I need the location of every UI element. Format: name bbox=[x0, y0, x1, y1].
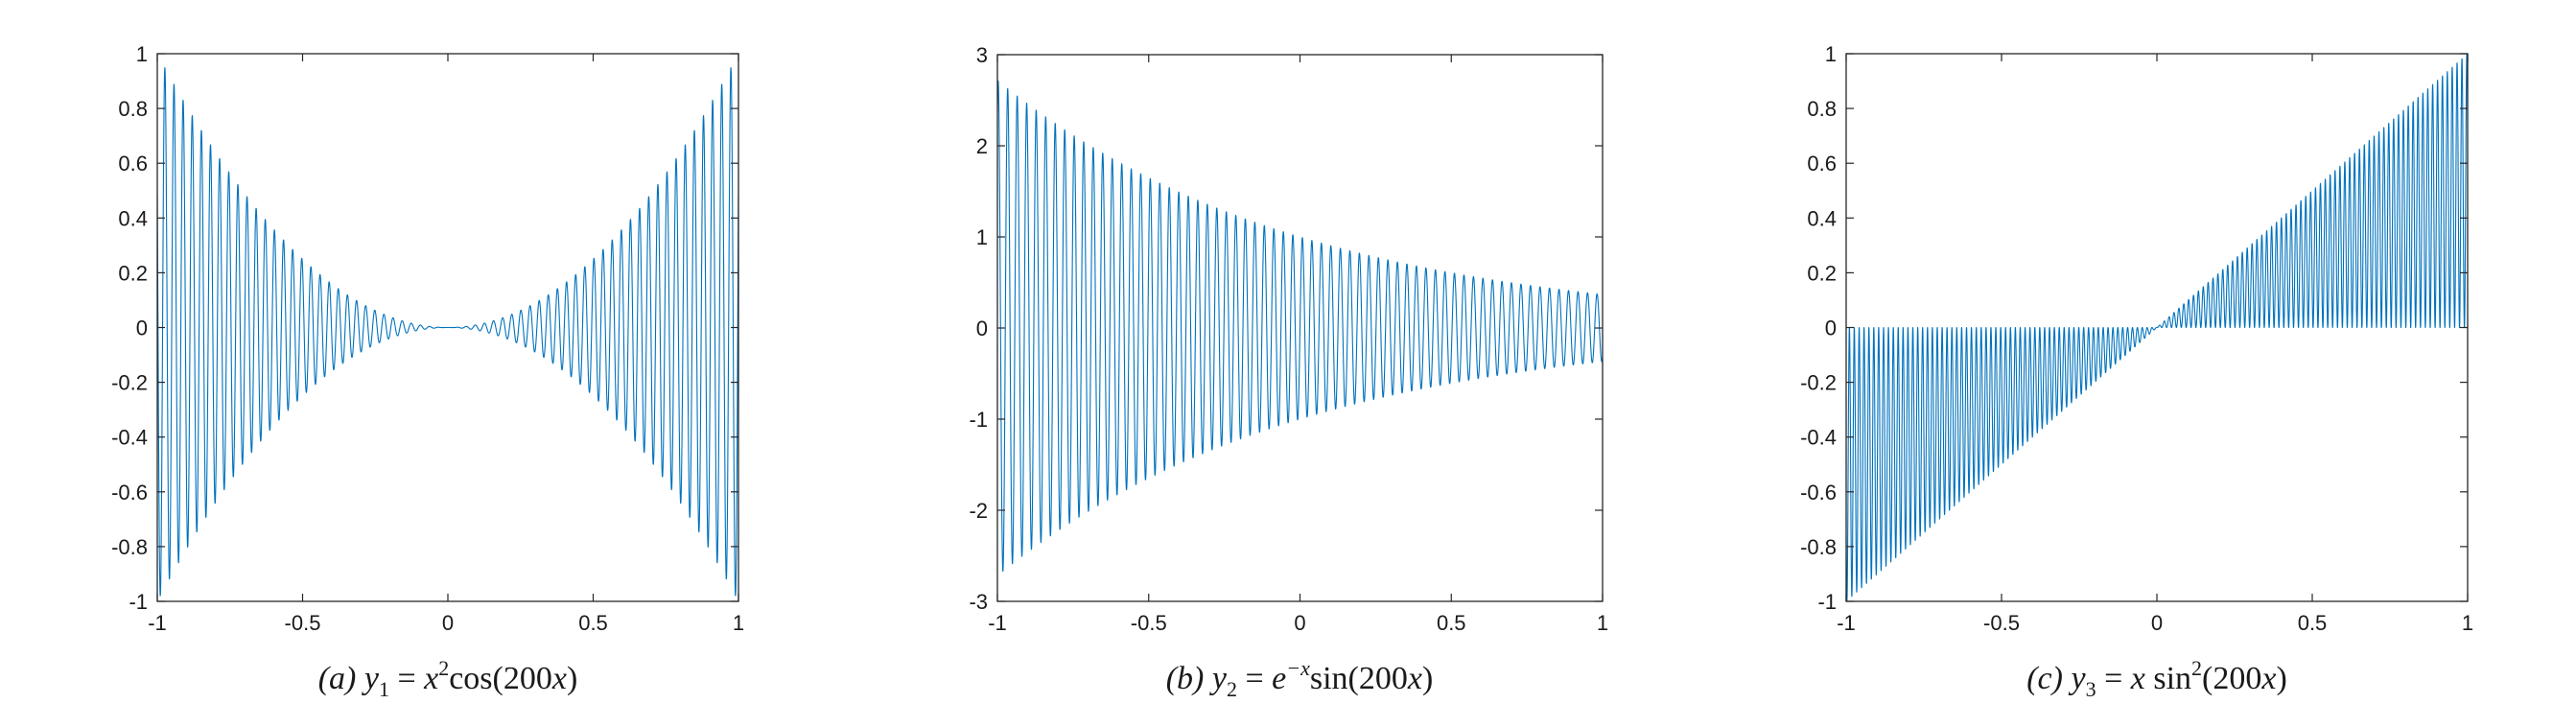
y-tick-label: -1 bbox=[129, 590, 148, 614]
y-tick-label: 0.8 bbox=[1807, 97, 1837, 121]
x-tick-label: 0.5 bbox=[578, 611, 608, 635]
series-line bbox=[1845, 54, 2469, 601]
x-tick-label: -1 bbox=[148, 611, 167, 635]
y-tick-label: -0.2 bbox=[111, 371, 148, 395]
y-tick-label: 0.4 bbox=[118, 206, 148, 230]
y-tick-label: 0 bbox=[136, 317, 148, 340]
x-tick-label: 1 bbox=[733, 611, 744, 635]
x-tick-label: 0 bbox=[1294, 611, 1305, 635]
x-tick-label: -1 bbox=[1837, 611, 1856, 635]
x-tick-label: 1 bbox=[2462, 611, 2473, 635]
y-tick-label: -2 bbox=[969, 499, 988, 523]
y-tick-label: 0.8 bbox=[118, 97, 148, 121]
y-tick-label: 1 bbox=[976, 225, 988, 249]
y-tick-label: 0.6 bbox=[1807, 152, 1837, 176]
x-tick-label: -0.5 bbox=[1983, 611, 2020, 635]
y-tick-label: 0.4 bbox=[1807, 206, 1837, 230]
y-tick-label: 3 bbox=[976, 43, 988, 67]
y-tick-label: 0 bbox=[976, 317, 988, 340]
y-tick-label: -1 bbox=[1817, 590, 1837, 614]
panel-caption: (a) y1 = x2cos(200x) bbox=[318, 656, 578, 701]
x-tick-label: 0.5 bbox=[2298, 611, 2328, 635]
y-tick-label: -0.8 bbox=[111, 535, 148, 559]
chart-panel-1: -1 -0.5 0 0.5 1 -1 -0.8 -0.6 -0.4 -0.2 0 0.2 0.4 0.6 0… bbox=[111, 42, 744, 701]
panel-caption: (c) y3 = x sin2(200x) bbox=[2026, 656, 2287, 701]
y-tick-label: -3 bbox=[969, 590, 988, 614]
y-tick-label: -0.2 bbox=[1800, 371, 1837, 395]
y-tick-label: -0.6 bbox=[1800, 481, 1837, 504]
y-tick-label: -0.4 bbox=[1800, 426, 1837, 450]
series-line bbox=[996, 80, 1604, 573]
chart-panel-3: -1 -0.5 0 0.5 1 -1 -0.8 -0.6 -0.4 -0.2 0 0.2 0.4 0.6 0… bbox=[1800, 42, 2473, 701]
panel-caption: (b) y2 = e−xsin(200x) bbox=[1166, 656, 1434, 701]
y-tick-label: 0.2 bbox=[118, 261, 148, 285]
x-tick-label: 0.5 bbox=[1437, 611, 1466, 635]
y-tick-label: -0.8 bbox=[1800, 535, 1837, 559]
chart-panel-2: -1 -0.5 0 0.5 1 -3 -2 -1 0 1 2 3 (b) y2 = e−xsin(200… bbox=[969, 43, 1608, 701]
x-tick-label: 1 bbox=[1597, 611, 1608, 635]
y-tick-label: -1 bbox=[969, 408, 988, 432]
y-tick-label: 0.6 bbox=[118, 152, 148, 176]
x-tick-label: 0 bbox=[2151, 611, 2163, 635]
y-tick-label: 0 bbox=[1825, 317, 1837, 340]
x-tick-label: -0.5 bbox=[1131, 611, 1167, 635]
x-tick-label: -0.5 bbox=[285, 611, 321, 635]
y-tick-label: 1 bbox=[136, 42, 148, 66]
y-tick-label: -0.4 bbox=[111, 426, 148, 450]
series-line bbox=[156, 67, 739, 597]
y-tick-label: 2 bbox=[976, 134, 988, 158]
x-tick-label: -1 bbox=[988, 611, 1007, 635]
y-tick-label: 1 bbox=[1825, 42, 1837, 66]
y-tick-label: 0.2 bbox=[1807, 261, 1837, 285]
x-tick-label: 0 bbox=[442, 611, 454, 635]
y-tick-label: -0.6 bbox=[111, 481, 148, 504]
